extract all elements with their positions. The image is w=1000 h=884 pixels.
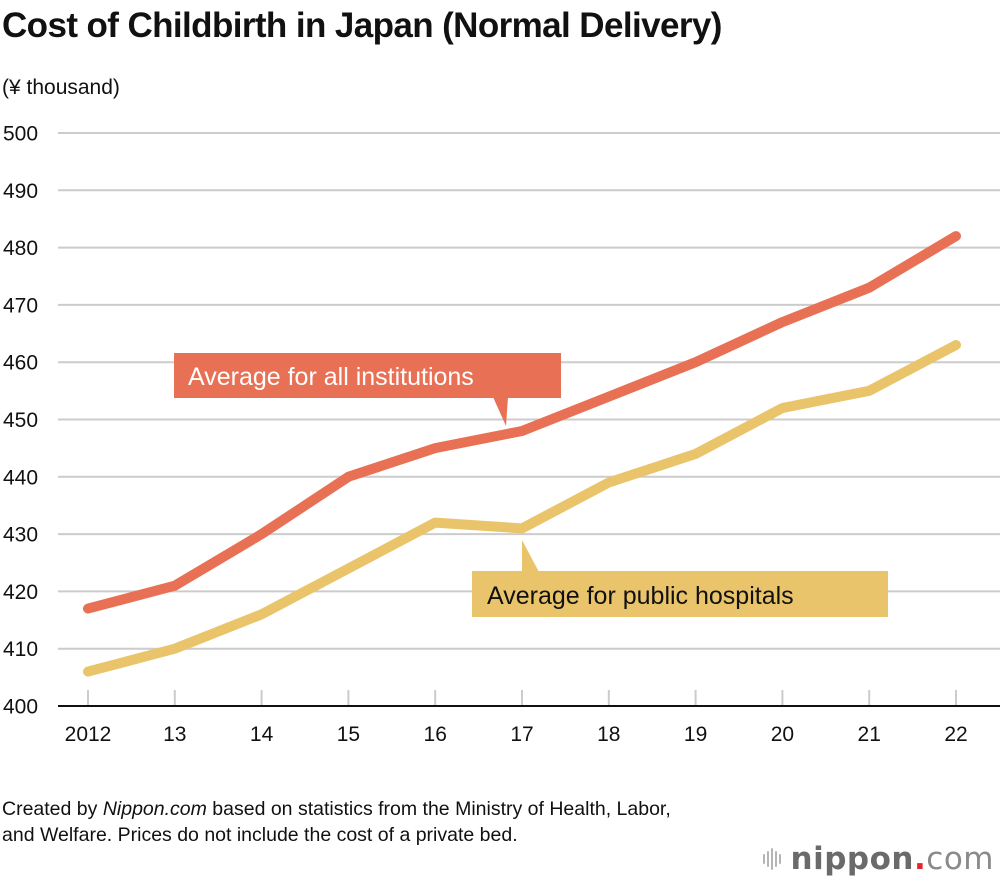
- series-lines: [83, 231, 961, 677]
- footnote-rest: based on statistics from the Ministry of…: [2, 798, 671, 846]
- callout-pointer: [522, 540, 539, 572]
- callout-public-hospitals: Average for public hospitals: [472, 540, 888, 617]
- y-tick-label-490: 490: [3, 180, 38, 203]
- chart-title: Cost of Childbirth in Japan (Normal Deli…: [2, 6, 722, 45]
- x-tick-label-14: 14: [250, 723, 274, 746]
- x-tick-label-19: 19: [684, 723, 707, 746]
- y-axis-unit-label: (¥ thousand): [2, 76, 120, 99]
- x-tick-label-17: 17: [510, 723, 533, 746]
- x-tick-label-22: 22: [944, 723, 967, 746]
- source-footnote: Created by Nippon.com based on statistic…: [2, 796, 702, 848]
- y-tick-label-480: 480: [3, 237, 38, 260]
- logo-brand: nippon: [790, 841, 914, 877]
- callout-box: [472, 571, 888, 617]
- x-tick-label-18: 18: [597, 723, 620, 746]
- y-tick-label-450: 450: [3, 409, 38, 432]
- x-axis-ticks: 2012 13 14 15 16 17 18 19 20 21 22: [58, 690, 1000, 746]
- x-tick-label-2012: 2012: [65, 723, 112, 746]
- series-callouts: Average for all institutions Average for …: [174, 353, 888, 617]
- footnote-source: Nippon.com: [102, 798, 207, 820]
- callout-label: Average for all institutions: [188, 363, 474, 391]
- y-tick-label-400: 400: [3, 696, 38, 719]
- x-tick-label-15: 15: [337, 723, 360, 746]
- callout-box: [174, 353, 561, 398]
- y-tick-label-420: 420: [3, 581, 38, 604]
- footnote-prefix: Created by: [2, 798, 103, 820]
- y-tick-label-410: 410: [3, 638, 38, 661]
- logo-suffix: com: [926, 841, 994, 877]
- x-tick-label-21: 21: [858, 723, 881, 746]
- x-tick-label-16: 16: [424, 723, 447, 746]
- y-tick-label-500: 500: [3, 123, 38, 146]
- y-tick-label-440: 440: [3, 466, 38, 489]
- callout-all-institutions: Average for all institutions: [174, 353, 561, 426]
- logo-dot: .: [914, 841, 927, 877]
- y-tick-label-470: 470: [3, 294, 38, 317]
- y-axis-tick-labels: 400 410 420 430 440 450 460 470 480 490 500: [3, 123, 38, 719]
- x-tick-label-13: 13: [163, 723, 186, 746]
- x-tick-label-20: 20: [771, 723, 794, 746]
- callout-label: Average for public hospitals: [487, 582, 794, 610]
- nippon-logo: nippon.com: [762, 841, 994, 877]
- logo-bars-icon: [762, 848, 783, 870]
- callout-pointer: [493, 397, 508, 426]
- y-tick-label-460: 460: [3, 352, 38, 375]
- y-tick-label-430: 430: [3, 524, 38, 547]
- logo-wordmark: nippon.com: [791, 841, 994, 877]
